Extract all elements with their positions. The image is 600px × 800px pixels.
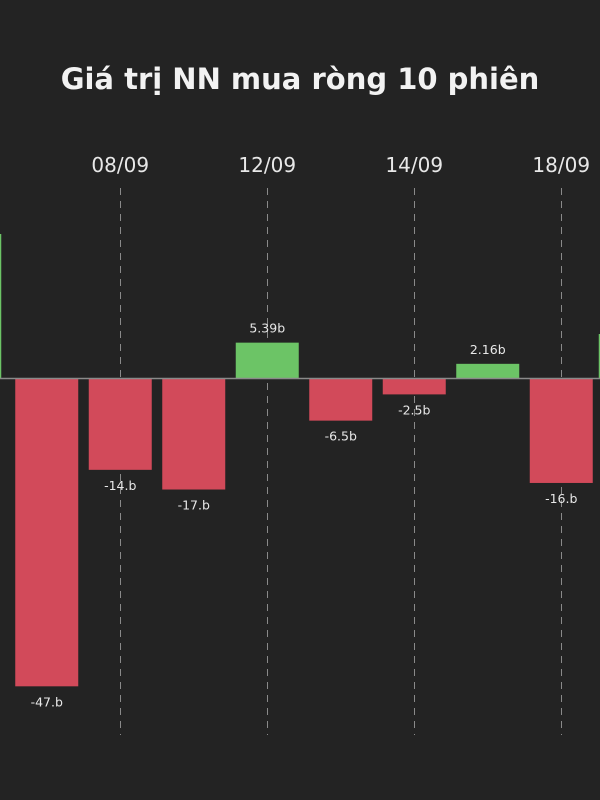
bar (162, 378, 226, 490)
data-label: -47.b (31, 694, 63, 709)
data-label: -14.b (104, 478, 136, 493)
x-tick-label: 18/09 (532, 153, 590, 177)
bar (309, 378, 373, 421)
bar (382, 378, 446, 395)
bar (456, 363, 520, 378)
data-label: 5.39b (249, 321, 285, 336)
x-tick-label: 14/09 (385, 153, 443, 177)
bar (235, 342, 299, 378)
bar (529, 378, 593, 483)
bar (15, 378, 79, 687)
chart-title: Giá trị NN mua ròng 10 phiên (60, 62, 540, 96)
data-label: -2.5b (398, 402, 430, 417)
bar (88, 378, 152, 470)
data-label: -16.b (545, 491, 577, 506)
data-label: -6.5b (325, 429, 357, 444)
x-tick-label: 12/09 (238, 153, 296, 177)
x-tick-label: 08/09 (91, 153, 149, 177)
data-label: 2.16b (470, 342, 506, 357)
data-label: -17.b (178, 498, 210, 513)
